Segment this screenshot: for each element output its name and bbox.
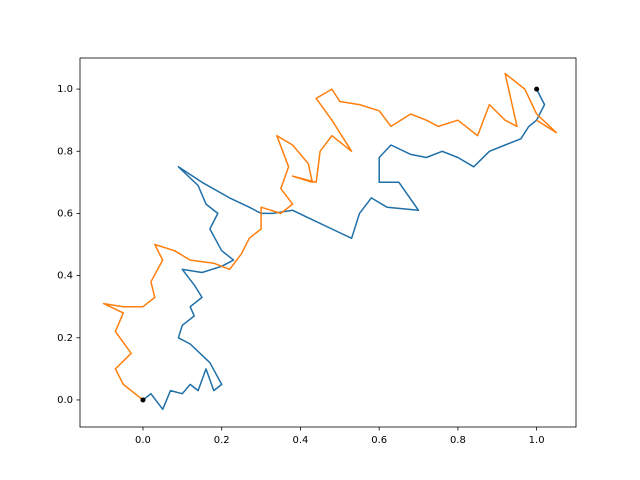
point — [140, 397, 146, 403]
x-tick-label: 0.2 — [214, 435, 230, 446]
axes-frame — [79, 57, 577, 428]
y-tick-label: 0.6 — [57, 208, 73, 219]
x-tick-label: 0.0 — [135, 435, 151, 446]
x-tick-label: 1.0 — [529, 435, 545, 446]
y-tick-label: 0.8 — [57, 146, 73, 157]
y-tick-label: 0.0 — [57, 395, 73, 406]
y-tick-label: 1.0 — [57, 84, 73, 95]
y-tick-label: 0.2 — [57, 333, 73, 344]
x-tick-label: 0.4 — [292, 435, 308, 446]
series-line — [102, 72, 558, 401]
x-tick-label: 0.6 — [371, 435, 387, 446]
plot-area — [102, 72, 558, 411]
point — [534, 86, 540, 92]
y-tick-label: 0.4 — [57, 271, 73, 282]
series-line — [142, 88, 546, 411]
x-tick-label: 0.8 — [450, 435, 466, 446]
